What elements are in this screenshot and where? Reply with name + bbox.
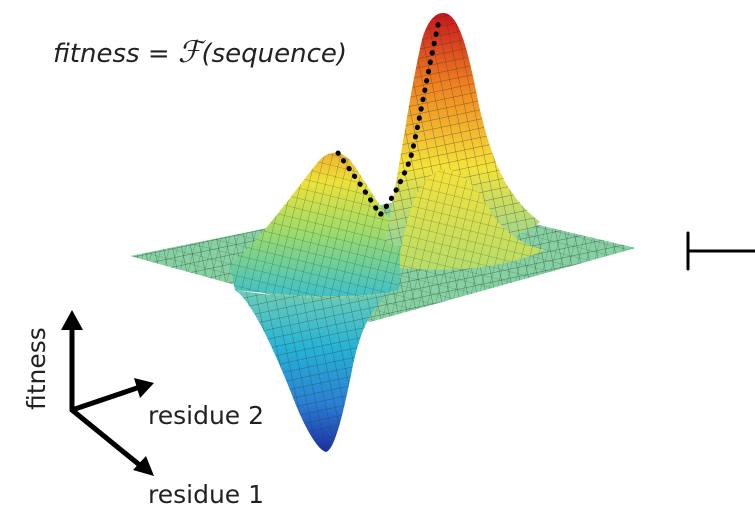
residue-2-axis-label: residue 2 xyxy=(148,401,264,430)
residue-1-arrowhead-icon xyxy=(133,456,154,476)
adaptive-path xyxy=(335,13,443,220)
residue-2-axis-arrow xyxy=(69,384,143,413)
equation-label: fitness = ℱ(sequence) xyxy=(53,35,347,70)
fitness-arrowhead-icon xyxy=(61,310,83,330)
axis-arrowheads xyxy=(61,310,154,476)
surface-trough xyxy=(235,290,392,452)
maps-to-arrow-icon xyxy=(686,231,755,271)
axis-arrows xyxy=(69,319,145,470)
residue-2-arrowhead-icon xyxy=(134,378,154,398)
residue-1-axis-arrow xyxy=(69,407,145,470)
residue-1-axis-label: residue 1 xyxy=(148,480,264,509)
surface-middle-bump xyxy=(400,169,545,270)
fitness-axis-label: fitness xyxy=(22,327,51,410)
surface-small-peak xyxy=(230,152,401,297)
